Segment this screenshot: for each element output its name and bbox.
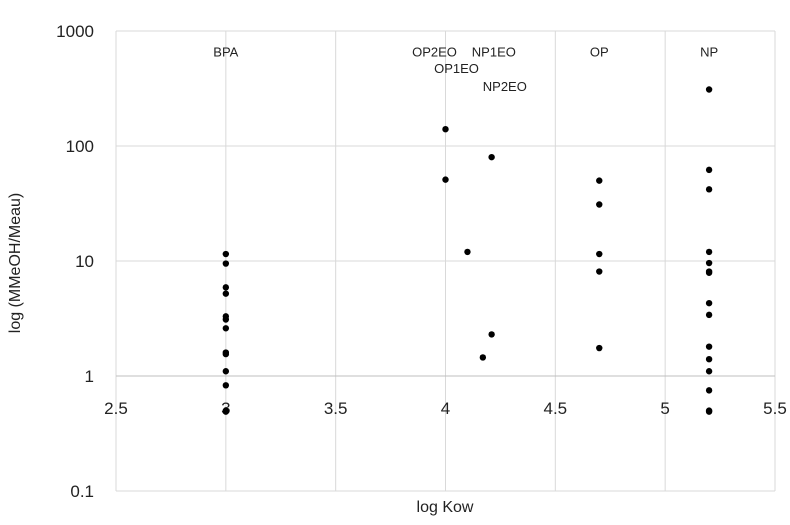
x-tick-label: 2.5 xyxy=(104,399,128,418)
gridlines xyxy=(116,31,775,491)
data-point xyxy=(706,312,712,318)
series-label: OP2EO xyxy=(412,45,457,60)
x-tick-label: 5 xyxy=(660,399,669,418)
y-tick-label: 100 xyxy=(66,137,94,156)
data-point xyxy=(706,356,712,362)
data-point xyxy=(223,351,229,357)
data-point xyxy=(706,86,712,92)
y-tick-labels: 0.1 1 10 100 1000 xyxy=(56,22,94,501)
data-point xyxy=(223,325,229,331)
series-label: NP1EO xyxy=(472,45,516,60)
data-point xyxy=(706,408,712,414)
data-point xyxy=(706,260,712,266)
data-point xyxy=(442,126,448,132)
data-point xyxy=(706,300,712,306)
data-point xyxy=(706,270,712,276)
data-point xyxy=(223,368,229,374)
data-point xyxy=(223,316,229,322)
y-tick-label: 0.1 xyxy=(70,482,94,501)
x-tick-label: 4 xyxy=(441,399,450,418)
series-label: NP2EO xyxy=(483,79,527,94)
y-tick-label: 1000 xyxy=(56,22,94,41)
x-tick-labels: 2.533.544.555.5 xyxy=(104,399,787,418)
data-point xyxy=(706,387,712,393)
data-point xyxy=(480,354,486,360)
data-point xyxy=(706,186,712,192)
data-points xyxy=(223,86,713,415)
data-point xyxy=(706,249,712,255)
data-point xyxy=(706,343,712,349)
data-point xyxy=(442,176,448,182)
data-point xyxy=(223,251,229,257)
data-point xyxy=(596,177,602,183)
series-label: BPA xyxy=(213,45,238,60)
series-label: OP1EO xyxy=(434,61,479,76)
x-tick-label: 3.5 xyxy=(324,399,348,418)
series-label: NP xyxy=(700,45,718,60)
data-point xyxy=(596,268,602,274)
x-tick-label: 5.5 xyxy=(763,399,787,418)
data-point xyxy=(706,167,712,173)
data-point xyxy=(596,251,602,257)
data-point xyxy=(223,260,229,266)
data-point xyxy=(223,290,229,296)
data-point xyxy=(223,284,229,290)
data-point xyxy=(596,345,602,351)
x-axis-title: log Kow xyxy=(417,499,474,516)
data-point xyxy=(706,368,712,374)
data-point xyxy=(223,408,229,414)
data-point xyxy=(488,154,494,160)
data-point xyxy=(464,249,470,255)
y-tick-label: 10 xyxy=(75,252,94,271)
x-tick-label: 4.5 xyxy=(544,399,568,418)
data-point xyxy=(596,201,602,207)
y-tick-label: 1 xyxy=(85,367,94,386)
data-point xyxy=(223,382,229,388)
y-axis-title: log (MMeOH/Meau) xyxy=(7,193,24,333)
series-label: OP xyxy=(590,45,609,60)
data-point xyxy=(488,331,494,337)
